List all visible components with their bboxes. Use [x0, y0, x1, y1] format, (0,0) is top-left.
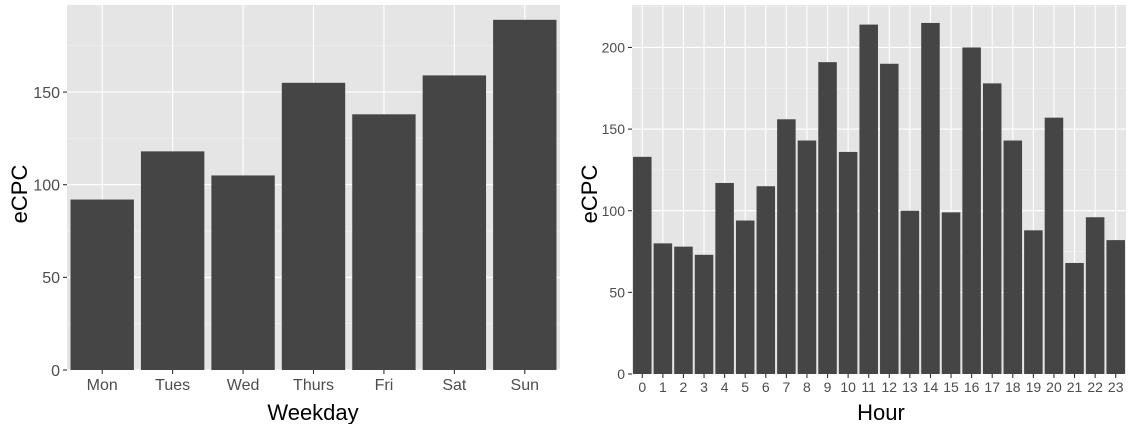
x-tick-label: 22	[1087, 379, 1103, 395]
bar-Mon	[70, 199, 134, 370]
bar-Sun	[493, 19, 557, 371]
bar-Tues	[140, 151, 205, 370]
bar-Sat	[422, 75, 487, 370]
y-tick-label: 100	[602, 203, 626, 219]
bar-3	[694, 254, 714, 374]
plot-area	[67, 5, 560, 371]
y-tick-label: 50	[42, 270, 60, 287]
y-tick-label: 150	[33, 85, 60, 102]
y-tick-label: 50	[609, 284, 625, 300]
bar-Fri	[352, 114, 416, 370]
x-tick-label: 3	[700, 379, 708, 395]
bar-14	[921, 22, 940, 375]
y-tick-label: 150	[602, 121, 626, 137]
x-tick-label: 18	[1005, 379, 1021, 395]
x-tick-label: 21	[1067, 379, 1083, 395]
x-tick-label: 10	[840, 379, 856, 395]
bar-2	[674, 246, 693, 374]
x-tick-label: Mon	[87, 377, 118, 394]
weekday-chart: Weekday eCPC 0 50 100 150 Mon Tues Wed Thurs Fri…	[7, 5, 560, 424]
x-tick-label: Sat	[442, 377, 467, 394]
bar-0	[633, 156, 652, 374]
x-tick-label: 14	[923, 379, 939, 395]
x-axis-title: Hour	[857, 400, 905, 424]
y-tick-label: 200	[602, 39, 626, 55]
bar-8	[797, 140, 817, 374]
bar-1	[653, 243, 673, 374]
y-tick-label: 0	[51, 363, 60, 380]
x-tick-label: Tues	[155, 377, 190, 394]
plot-area	[632, 5, 1126, 375]
bar-10	[838, 151, 858, 374]
bar-19	[1024, 230, 1043, 374]
bar-11	[859, 24, 878, 374]
x-tick-label: 16	[964, 379, 980, 395]
x-tick-label: 11	[861, 379, 876, 395]
x-tick-label: 4	[721, 379, 729, 395]
bar-9	[818, 62, 837, 374]
bar-5	[735, 220, 755, 374]
bar-7	[777, 119, 796, 374]
x-tick-label: 2	[680, 379, 688, 395]
bar-23	[1106, 240, 1125, 374]
bar-21	[1065, 262, 1084, 374]
x-tick-label: 7	[782, 379, 790, 395]
x-tick-label: 17	[984, 379, 1000, 395]
x-tick-label: 13	[902, 379, 918, 395]
x-tick-label: 5	[741, 379, 749, 395]
bar-17	[982, 83, 1002, 375]
y-axis-title: eCPC	[577, 165, 602, 224]
bar-22	[1085, 217, 1105, 374]
x-tick-label: Thurs	[293, 377, 334, 394]
x-tick-label: 0	[638, 379, 646, 395]
bar-Thurs	[281, 82, 346, 370]
x-tick-label: 12	[882, 379, 898, 395]
bar-18	[1003, 140, 1023, 374]
bar-16	[962, 47, 981, 375]
x-axis-title: Weekday	[267, 400, 358, 424]
bar-12	[880, 63, 899, 375]
x-tick-label: 6	[762, 379, 770, 395]
x-tick-label: Fri	[375, 377, 394, 394]
bar-15	[941, 212, 961, 374]
x-tick-label: 1	[659, 379, 667, 395]
x-tick-label: 20	[1046, 379, 1062, 395]
bar-4	[715, 182, 734, 374]
bar-20	[1044, 117, 1064, 374]
y-tick-label: 100	[33, 177, 60, 194]
bar-6	[756, 186, 776, 374]
x-tick-label: Sun	[511, 377, 539, 394]
x-tick-label: Wed	[227, 377, 260, 394]
bar-13	[900, 210, 920, 374]
y-axis-title: eCPC	[7, 165, 32, 224]
x-tick-label: 19	[1026, 379, 1042, 395]
plot-panel	[632, 5, 1126, 374]
y-tick-label: 0	[617, 366, 625, 382]
x-tick-label: 8	[803, 379, 811, 395]
x-tick-label: 15	[943, 379, 959, 395]
bar-Wed	[211, 175, 275, 370]
x-tick-label: 23	[1108, 379, 1124, 395]
x-tick-label: 9	[824, 379, 832, 395]
